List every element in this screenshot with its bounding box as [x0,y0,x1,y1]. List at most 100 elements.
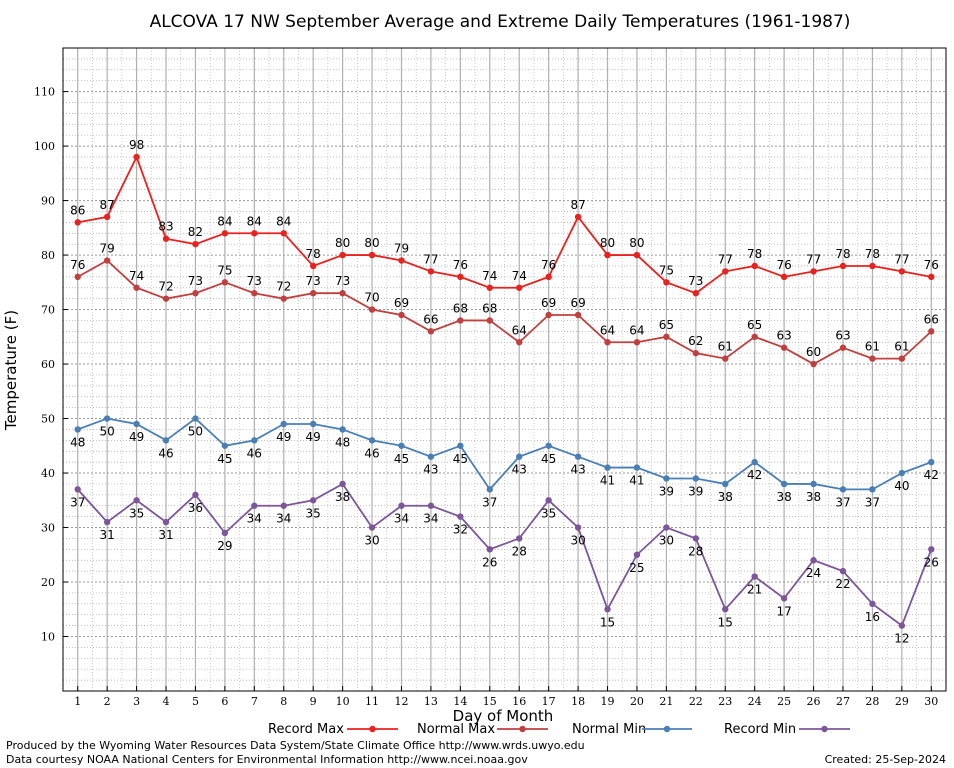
y-tick-label: 50 [41,413,55,426]
y-tick-label: 110 [34,86,55,99]
data-point [486,486,493,493]
data-label: 83 [158,220,173,234]
data-point [339,290,346,297]
data-label: 72 [158,280,173,294]
y-tick-label: 40 [41,467,55,480]
data-label: 26 [924,555,939,569]
data-label: 74 [129,269,144,283]
data-point [810,268,817,275]
data-point [663,333,670,341]
data-label: 38 [718,490,733,504]
series-line [77,154,932,295]
x-tick-label: 3 [133,695,140,708]
x-tick-label: 23 [718,695,732,708]
data-point [309,420,317,428]
data-label: 42 [924,468,939,482]
data-point [162,235,170,242]
data-point [221,279,229,286]
data-point [486,284,493,291]
data-point [457,273,464,281]
data-point [869,600,876,608]
data-label: 35 [541,506,556,520]
data-label: 41 [629,474,644,488]
data-point [486,317,493,324]
x-tick-label: 13 [424,695,438,708]
data-point [368,306,376,313]
x-tick-label: 21 [659,695,673,708]
legend-label: Record Max [268,722,344,737]
data-label: 24 [806,566,821,580]
series-line [77,482,933,628]
data-point [898,622,906,629]
data-point [339,251,346,259]
data-point [103,257,111,264]
data-label: 74 [482,269,497,283]
data-label: 31 [100,528,115,542]
data-point [427,268,435,275]
legend-label: Record Min [724,722,796,737]
data-point [810,360,817,368]
x-tick-label: 22 [689,695,703,708]
y-tick-label: 60 [41,358,55,371]
data-label: 30 [570,534,585,548]
data-label: 73 [188,274,203,288]
data-label: 34 [247,512,262,526]
data-point [251,502,258,509]
data-point [780,595,788,602]
data-label: 77 [806,252,821,266]
y-tick-label: 100 [34,140,55,153]
data-label: 80 [600,236,615,250]
data-label: 78 [747,247,762,261]
data-point [427,328,435,335]
data-label: 45 [217,452,232,466]
x-tick-label: 24 [748,695,762,708]
x-tick-label: 14 [453,695,467,708]
data-label: 39 [659,484,674,498]
data-label: 37 [835,495,850,509]
data-label: 75 [217,263,232,277]
data-point [604,464,611,471]
data-label: 70 [364,291,379,305]
x-tick-label: 26 [807,695,821,708]
data-label: 45 [394,452,409,466]
data-point [869,355,876,362]
data-point [280,502,287,509]
data-label: 41 [600,474,615,488]
data-label: 73 [306,274,321,288]
data-label: 50 [100,425,115,439]
data-label: 65 [747,318,762,332]
data-label: 43 [423,463,438,477]
data-label: 29 [217,539,232,553]
data-label: 65 [659,318,674,332]
data-point [486,546,493,553]
data-label: 37 [482,495,497,509]
series: 86 87 98 83 82 84 84 84 78 80 80 79 77 76 74 74 76 87 80 80… [70,138,939,646]
data-point [74,273,81,281]
data-point [309,262,317,270]
legend-marker [663,725,671,733]
data-point [309,290,317,297]
legend-label: Normal Min [572,722,646,737]
data-point [839,567,847,575]
data-point [192,290,199,297]
data-label: 21 [747,583,762,597]
x-tick-label: 2 [104,695,111,708]
data-label: 49 [276,430,291,444]
data-label: 62 [688,334,703,348]
data-point [898,469,906,477]
x-tick-label: 20 [630,695,644,708]
data-point [398,257,405,264]
data-label: 64 [629,323,644,337]
data-label: 66 [924,312,939,326]
data-point [192,415,199,422]
data-label: 42 [747,468,762,482]
legend-marker [519,725,526,733]
data-point [780,344,788,351]
data-point [133,153,140,161]
data-label: 66 [423,312,438,326]
x-tick-label: 17 [542,695,556,708]
data-point [457,513,464,520]
series-0: 86 87 98 83 82 84 84 84 78 80 80 79 77 76 74 74 76 87 80 80… [70,138,939,297]
data-point [516,339,523,346]
data-label: 79 [394,242,409,256]
